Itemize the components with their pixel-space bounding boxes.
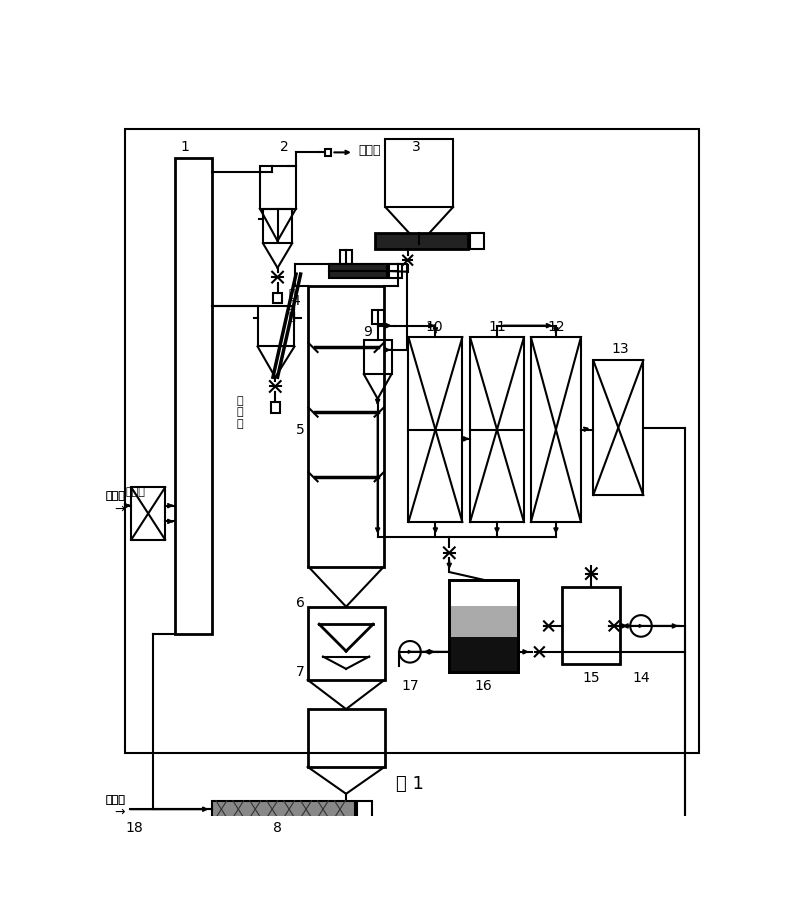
Bar [562, 588, 620, 665]
Text: 11: 11 [488, 320, 506, 334]
Text: 热烟气: 热烟气 [358, 144, 381, 157]
Text: 10: 10 [426, 320, 443, 334]
Bar [470, 337, 524, 522]
Bar [357, 801, 372, 818]
Bar [409, 337, 462, 522]
Text: 8: 8 [273, 822, 282, 835]
Text: 12: 12 [547, 320, 565, 334]
Bar [364, 339, 391, 374]
Bar [449, 580, 518, 672]
Text: 二次风: 二次风 [125, 487, 145, 497]
Text: 排
沙
口: 排 沙 口 [237, 396, 243, 429]
Bar [326, 149, 331, 156]
Bar [390, 264, 402, 278]
Bar [307, 709, 385, 767]
Text: 图 1: 图 1 [396, 775, 424, 793]
Bar [270, 402, 280, 413]
Text: 二次风: 二次风 [106, 492, 125, 502]
Bar [531, 337, 581, 522]
Text: 17: 17 [401, 679, 419, 693]
Text: 7: 7 [296, 665, 305, 679]
Bar [449, 580, 518, 672]
Text: 一次风: 一次风 [106, 795, 125, 805]
Text: 一次风: 一次风 [106, 795, 125, 805]
Text: 4: 4 [292, 294, 301, 308]
Text: 1: 1 [181, 140, 190, 154]
Text: 14: 14 [632, 671, 650, 685]
Text: 9: 9 [363, 325, 372, 338]
Bar [258, 306, 294, 347]
Text: 13: 13 [611, 342, 629, 356]
Bar [125, 129, 698, 753]
Text: 2: 2 [280, 140, 289, 154]
Text: 3: 3 [412, 140, 421, 154]
Text: 排
灰
口: 排 灰 口 [288, 289, 295, 322]
Text: →: → [114, 806, 125, 819]
Bar [263, 208, 292, 243]
Bar [594, 360, 643, 495]
Bar [175, 158, 212, 634]
Bar [131, 487, 165, 540]
Bar [375, 233, 468, 249]
Bar [449, 605, 518, 637]
Bar [308, 285, 384, 567]
Bar [371, 310, 384, 324]
Bar [386, 139, 453, 207]
Text: 18: 18 [126, 822, 143, 835]
Bar [212, 801, 354, 818]
Bar [273, 293, 282, 304]
Text: 5: 5 [296, 423, 305, 436]
Text: 6: 6 [296, 596, 305, 610]
Text: 15: 15 [583, 671, 601, 685]
Bar [329, 264, 387, 278]
Text: 16: 16 [474, 679, 492, 693]
Bar [470, 233, 484, 249]
Text: 二次风: 二次风 [106, 492, 125, 502]
Bar [307, 607, 385, 679]
Bar [449, 637, 518, 672]
Bar [260, 166, 296, 208]
Text: →: → [114, 503, 125, 515]
Bar [340, 250, 352, 264]
